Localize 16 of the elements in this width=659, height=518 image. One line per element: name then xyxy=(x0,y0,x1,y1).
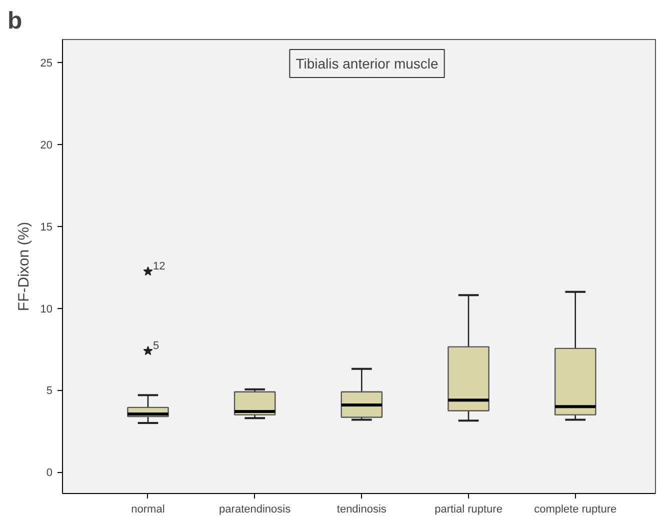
y-tick-label: 5 xyxy=(46,385,53,398)
x-tick-label: paratendinosis xyxy=(219,504,292,516)
chart-title: b xyxy=(8,8,22,34)
annotation: 12 xyxy=(152,260,166,272)
y-tick-label: 10 xyxy=(40,303,53,316)
y-axis-title: FF-Dixon (%) xyxy=(15,222,32,312)
y-tick-label: 15 xyxy=(40,221,53,234)
x-tick-label: normal xyxy=(131,504,165,516)
y-tick-label: 0 xyxy=(46,467,53,480)
annotation: Tibialis anterior muscle xyxy=(296,56,439,72)
y-tick-label: 25 xyxy=(40,57,53,70)
annotation: 5 xyxy=(152,340,160,352)
x-tick-label: complete rupture xyxy=(534,504,617,516)
x-tick-label: tendinosis xyxy=(336,504,387,516)
x-tick-label: partial rupture xyxy=(434,504,502,516)
y-tick-label: 20 xyxy=(40,139,53,152)
